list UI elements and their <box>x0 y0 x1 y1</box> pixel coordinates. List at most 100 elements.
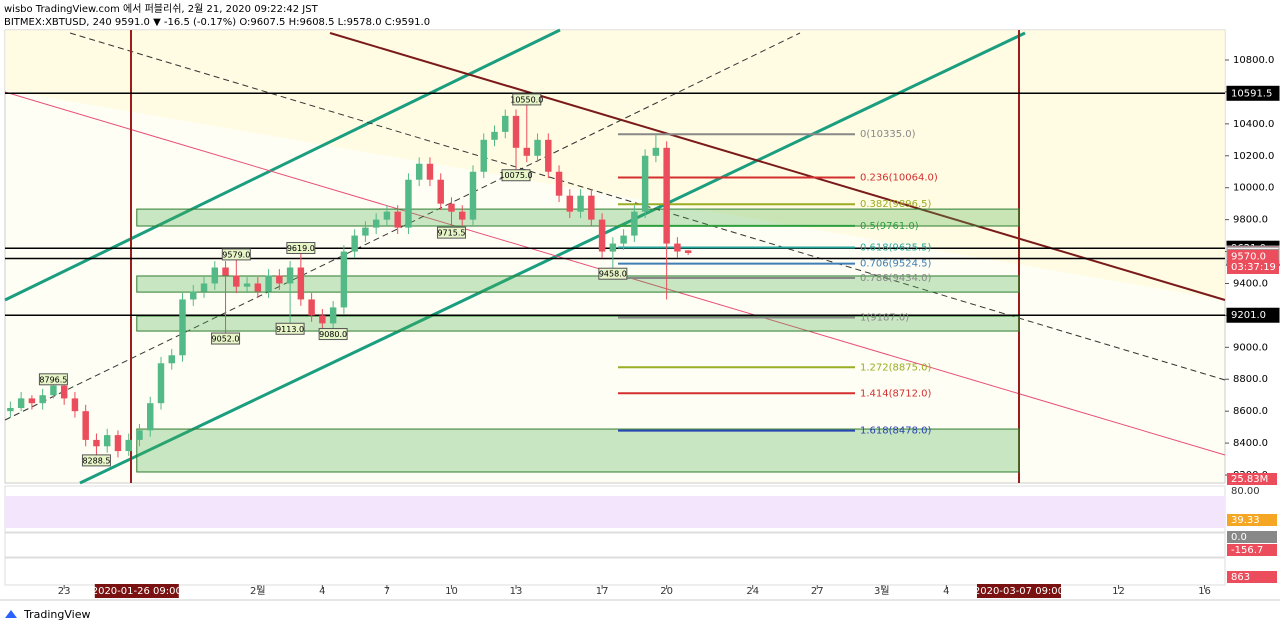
annotation-box <box>211 332 241 345</box>
channel-fill <box>5 30 1225 300</box>
candle-body <box>620 235 627 244</box>
candle-body <box>641 155 649 212</box>
candle-body <box>588 195 595 220</box>
pane-label: -156.7 <box>1231 545 1263 556</box>
candle-body <box>114 435 122 452</box>
candle-body <box>480 139 487 172</box>
pane-label: 0.0 <box>1231 532 1247 543</box>
price-label: 9201.0 <box>1231 310 1266 321</box>
candle-body <box>233 275 240 287</box>
candle-body <box>566 195 574 212</box>
candle-body <box>276 275 283 284</box>
pane-label: 863 <box>1231 572 1250 583</box>
candle-body <box>7 407 14 412</box>
pane-label-box <box>1227 544 1277 556</box>
y-tick-label: 9400.0 <box>1233 278 1268 289</box>
candle-body <box>545 139 552 172</box>
candle-body <box>351 235 358 252</box>
candle-body <box>426 163 434 180</box>
y-tick-label: 8400.0 <box>1233 438 1268 449</box>
fib-label: 1(9187.0) <box>860 312 909 323</box>
publisher: wisbo TradingView.com 에서 퍼블리쉬, 2월 21, 20… <box>4 3 319 15</box>
x-tick-label: 24 <box>746 586 759 597</box>
candle-body <box>340 251 348 308</box>
annotation-box <box>436 226 466 239</box>
zone <box>136 275 1020 293</box>
fib-label: 0.236(10064.0) <box>860 172 938 183</box>
candle-body <box>491 131 498 140</box>
candle-body <box>609 243 617 252</box>
x-tick-label: 13 <box>510 586 523 597</box>
rsi-band <box>5 496 1225 528</box>
candle-body <box>179 299 186 356</box>
annotation-box <box>318 328 348 341</box>
candle-body <box>297 267 305 300</box>
candle-body <box>243 283 251 287</box>
footer-brand: TradingView <box>23 608 90 621</box>
candle-body <box>308 299 315 316</box>
candle-body <box>222 267 229 276</box>
x-tick-label: 12 <box>1112 586 1125 597</box>
candle-body <box>157 363 165 404</box>
candle-body <box>459 211 466 220</box>
pane-label-box <box>1227 473 1277 485</box>
x-tick-label: 17 <box>596 586 609 597</box>
annotation-box <box>38 373 68 386</box>
x-tick-label: 23 <box>58 586 71 597</box>
candle-body <box>147 403 154 431</box>
x-tick-label: 2020-01-26 09:00 <box>92 586 182 597</box>
candle-body <box>254 283 262 292</box>
pane-label-box <box>1227 531 1277 543</box>
x-tick-label: 16 <box>1198 586 1211 597</box>
candle-body <box>394 211 401 228</box>
y-tick-label: 8800.0 <box>1233 374 1268 385</box>
candle-body <box>329 307 337 324</box>
y-tick-label: 10200.0 <box>1233 151 1274 162</box>
annotation: 10550.0 <box>510 95 543 104</box>
candle-body <box>598 219 606 252</box>
candle-body <box>652 147 660 156</box>
candle-body <box>211 267 219 284</box>
candle-body <box>577 195 584 212</box>
x-tick-label: 4 <box>943 586 949 597</box>
y-tick-label: 9800.0 <box>1233 215 1268 226</box>
candle-body <box>383 211 391 220</box>
candle-body <box>82 411 89 440</box>
x-label-box <box>976 584 1061 598</box>
y-tick-label: 10000.0 <box>1233 183 1274 194</box>
annotation-box <box>221 248 251 261</box>
countdown: 03:37:19 <box>1231 262 1276 273</box>
candle-body <box>103 435 111 447</box>
annotation: 9113.0 <box>276 325 304 334</box>
annotation: 9579.0 <box>222 250 250 259</box>
y-tick-label: 8600.0 <box>1233 406 1268 417</box>
annotation: 8796.5 <box>39 375 67 384</box>
annotation: 9052.0 <box>212 335 240 344</box>
candle-body <box>415 163 423 180</box>
price-box <box>1226 307 1280 323</box>
candle-body <box>28 398 36 404</box>
annotation: 9619.0 <box>287 244 315 253</box>
candle-body <box>93 439 100 447</box>
y-tick-label: 10400.0 <box>1233 119 1274 130</box>
fib-label: 0(10335.0) <box>860 129 916 140</box>
candle-body <box>200 283 208 292</box>
x-tick-label: 3월 <box>874 585 890 597</box>
candle-body <box>286 267 294 284</box>
symbol-info: BITMEX:XBTUSD, 240 9591.0 ▼ -16.5 (-0.17… <box>4 17 430 28</box>
candle-body <box>684 250 692 253</box>
candle-body <box>17 398 25 408</box>
annotation: 9715.5 <box>437 229 465 238</box>
annotation: 9458.0 <box>599 270 627 279</box>
candle-body <box>437 179 444 204</box>
pane-label-box <box>1227 485 1277 497</box>
price-label: 9570.0 <box>1231 251 1266 262</box>
fib-label: 0.5(9761.0) <box>860 221 919 232</box>
annotation-box <box>501 169 531 182</box>
zone <box>136 428 1020 473</box>
candle-body <box>71 398 79 412</box>
candle-body <box>555 171 563 196</box>
candle-body <box>60 385 68 399</box>
